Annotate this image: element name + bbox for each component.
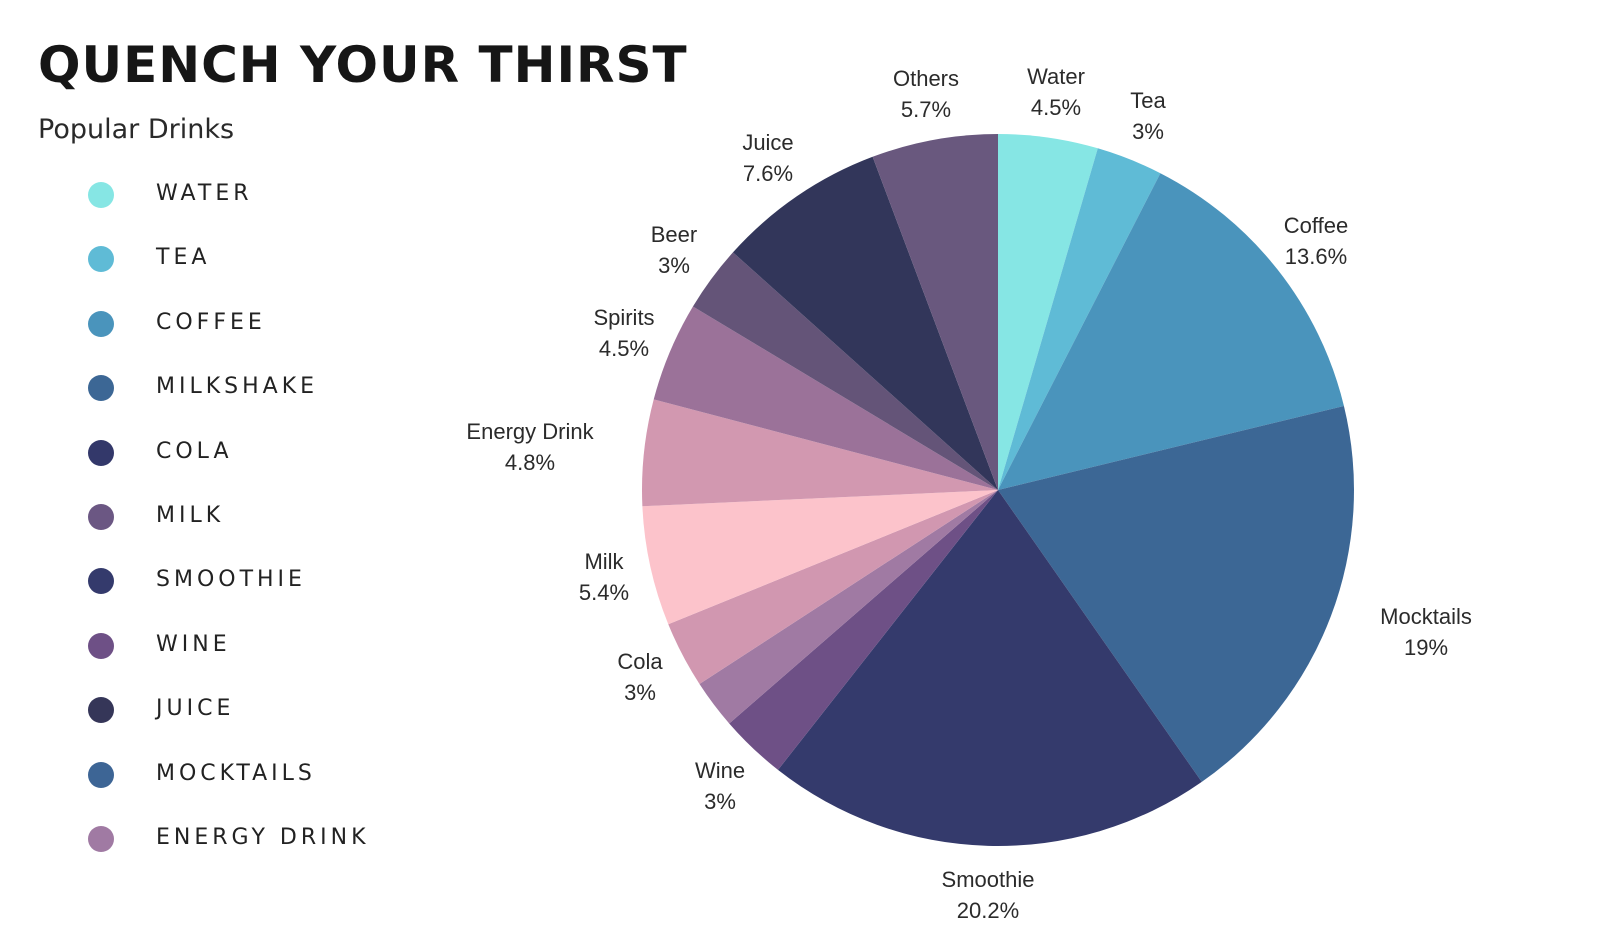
chart-title: QUENCH YOUR THIRST <box>38 36 688 94</box>
legend-label: JUICE <box>156 696 235 722</box>
chart-subtitle: Popular Drinks <box>38 114 235 145</box>
legend-swatch <box>88 375 114 402</box>
legend-label: TEA <box>156 245 211 271</box>
slice-value-label-tea: 3% <box>1132 119 1164 144</box>
slice-name-label-spirits: Spirits <box>593 305 654 330</box>
slice-value-label-juice: 7.6% <box>743 161 793 186</box>
legend-swatch <box>88 826 114 852</box>
pie-slice-mocktails <box>998 405 1354 782</box>
slice-name-label-tea: Tea <box>1130 88 1166 113</box>
slice-value-label-wine: 3% <box>704 789 736 814</box>
slice-value-label-water: 4.5% <box>1031 95 1081 120</box>
legend-label: WINE <box>156 631 231 657</box>
legend-swatch <box>88 697 114 724</box>
slice-value-label-smoothie: 20.2% <box>957 898 1019 923</box>
pie-slice-spirits <box>653 306 998 490</box>
pie-slice-tea <box>998 148 1161 490</box>
slice-value-label-others: 5.7% <box>901 97 951 122</box>
legend-swatch <box>88 310 114 337</box>
slice-name-label-beer: Beer <box>651 222 697 247</box>
pie-slice-juice <box>732 156 998 490</box>
legend-label: MOCKTAILS <box>156 760 316 786</box>
legend-swatch <box>88 632 114 659</box>
pie-slice-milk <box>642 490 998 625</box>
pie-slice-smoothie <box>777 490 1202 847</box>
slice-value-label-beer: 3% <box>658 253 690 278</box>
legend-swatch <box>88 761 114 788</box>
slice-value-label-spirits: 4.5% <box>599 336 649 361</box>
pie-slice <box>699 490 998 724</box>
pie-slice-water <box>998 134 1098 490</box>
pie-slice-cola <box>668 490 998 684</box>
slice-name-label-smoothie: Smoothie <box>942 867 1035 892</box>
slice-name-label-energy-drink: Energy Drink <box>466 419 594 444</box>
slice-name-label-mocktails: Mocktails <box>1380 604 1472 629</box>
pie-slice-beer <box>692 252 998 490</box>
slice-value-label-milk: 5.4% <box>579 580 629 605</box>
legend-label: COLA <box>156 438 233 464</box>
slice-name-label-water: Water <box>1027 64 1085 89</box>
slice-value-label-energy-drink: 4.8% <box>505 450 555 475</box>
legend-label: SMOOTHIE <box>156 567 306 593</box>
slice-name-label-milk: Milk <box>584 549 624 574</box>
legend-label: ENERGY DRINK <box>156 825 370 850</box>
legend-label: COFFEE <box>156 309 266 335</box>
legend-swatch <box>88 568 114 595</box>
legend-swatch <box>88 439 114 466</box>
legend-label: MILK <box>156 503 225 528</box>
legend-swatch <box>88 182 114 208</box>
pie-slice-others <box>872 134 998 490</box>
slice-name-label-juice: Juice <box>742 130 793 155</box>
pie-slice-coffee <box>998 173 1344 490</box>
legend-swatch <box>88 246 114 273</box>
slice-value-label-coffee: 13.6% <box>1285 244 1347 269</box>
slice-value-label-cola: 3% <box>624 680 656 705</box>
slice-name-label-cola: Cola <box>617 649 663 674</box>
slice-name-label-coffee: Coffee <box>1284 213 1348 238</box>
legend-label: MILKSHAKE <box>156 374 319 400</box>
pie-slice-wine <box>729 490 998 770</box>
legend-label: WATER <box>156 181 253 206</box>
slice-name-label-wine: Wine <box>695 758 745 783</box>
slice-value-label-mocktails: 19% <box>1404 635 1448 660</box>
legend-swatch <box>88 504 114 530</box>
slice-name-label-others: Others <box>893 66 959 91</box>
pie-slice-energy-drink <box>641 399 998 507</box>
